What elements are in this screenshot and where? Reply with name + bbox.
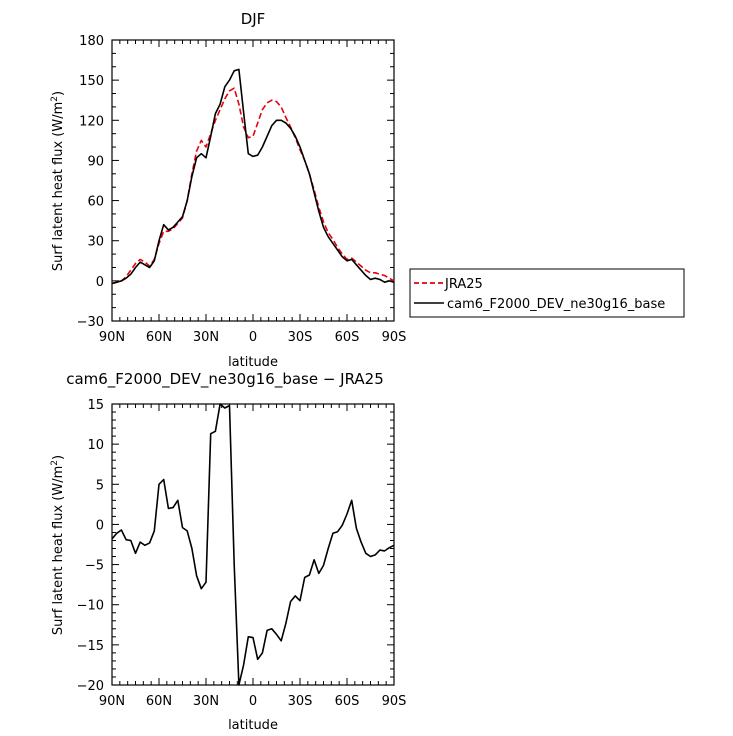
plot-frame (111, 39, 395, 322)
y-tick-label: −5 (85, 559, 104, 574)
x-axis-label: latitude (228, 355, 278, 370)
x-tick-labels: 90N 60N 30N 0 30S 60S 90S (99, 330, 407, 345)
series-line-jra25 (111, 87, 395, 285)
panel-difference: cam6_F2000_DEV_ne30g16_base − JRA25 −20−… (50, 370, 406, 733)
y-tick-label: 150 (79, 74, 104, 89)
tick-marks (111, 39, 395, 322)
x-tick-label: 90S (382, 694, 407, 709)
y-tick-label: 90 (87, 154, 104, 169)
legend-box (409, 268, 685, 318)
series-line-cam6-f2000-dev-ne30g16-base (111, 68, 395, 285)
panel-djf: DJF −30 0 30 60 90 120 150 180 90N 60N 30N 0 30S 60S… (50, 10, 685, 370)
legend: JRA25 cam6_F2000_DEV_ne30g16_base (409, 268, 685, 318)
y-axis-label: Surf latent heat flux (W/m2) (50, 91, 66, 271)
y-axis-label-main: Surf latent heat flux (W/m (51, 102, 66, 271)
chart-title: cam6_F2000_DEV_ne30g16_base − JRA25 (66, 370, 384, 389)
y-axis-label-close: ) (51, 91, 66, 96)
series-lines (111, 403, 395, 686)
x-tick-label: 0 (249, 694, 257, 709)
x-tick-label: 90N (99, 694, 125, 709)
x-axis-label: latitude (228, 718, 278, 733)
x-tick-label: 30S (288, 330, 313, 345)
y-tick-label: 120 (79, 114, 104, 129)
y-tick-label: −10 (77, 599, 104, 614)
y-axis-label: Surf latent heat flux (W/m2) (50, 455, 66, 635)
series-lines (111, 68, 395, 285)
legend-label-jra25: JRA25 (444, 277, 483, 292)
y-tick-label: 30 (87, 235, 104, 250)
y-tick-label: 0 (96, 275, 104, 290)
y-tick-label: −30 (77, 315, 104, 330)
y-axis-label-sup: 2 (50, 96, 60, 102)
y-tick-label: 0 (96, 518, 104, 533)
x-tick-label: 60N (146, 694, 172, 709)
y-axis-label-sup: 2 (50, 460, 60, 466)
series-line-difference (111, 403, 395, 686)
x-tick-label: 90S (382, 330, 407, 345)
y-tick-label: 180 (79, 34, 104, 49)
tick-marks (111, 403, 395, 686)
x-tick-label: 30N (193, 330, 219, 345)
plot-frame (111, 403, 395, 686)
y-tick-labels: −20 −15 −10 −5 0 5 10 15 (77, 398, 104, 694)
y-tick-labels: −30 0 30 60 90 120 150 180 (77, 34, 104, 330)
x-tick-label: 60S (335, 330, 360, 345)
y-tick-label: 60 (87, 195, 104, 210)
legend-label-cam6: cam6_F2000_DEV_ne30g16_base (447, 297, 665, 312)
x-tick-label: 30S (288, 694, 313, 709)
y-axis-label-close: ) (51, 455, 66, 460)
y-tick-label: 15 (87, 398, 104, 413)
y-tick-label: −20 (77, 679, 104, 694)
x-tick-labels: 90N 60N 30N 0 30S 60S 90S (99, 694, 407, 709)
y-axis-label-main: Surf latent heat flux (W/m (51, 466, 66, 635)
x-tick-label: 30N (193, 694, 219, 709)
x-tick-label: 60N (146, 330, 172, 345)
x-tick-label: 60S (335, 694, 360, 709)
x-tick-label: 90N (99, 330, 125, 345)
x-tick-label: 0 (249, 330, 257, 345)
chart-title: DJF (241, 10, 266, 28)
y-tick-label: 5 (96, 478, 104, 493)
y-tick-label: −15 (77, 639, 104, 654)
y-tick-label: 10 (87, 438, 104, 453)
